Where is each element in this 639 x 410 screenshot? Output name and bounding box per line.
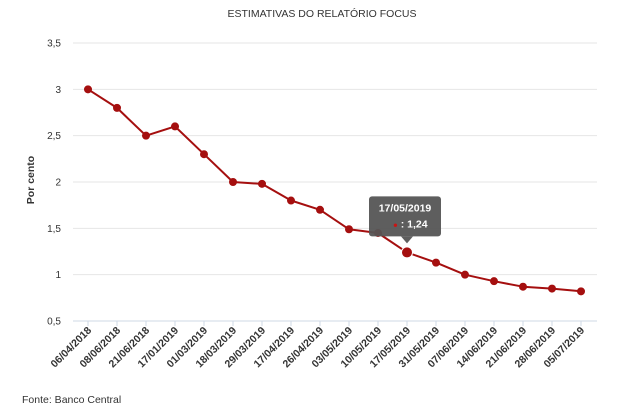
data-point[interactable] bbox=[287, 196, 295, 205]
data-point[interactable] bbox=[200, 150, 208, 159]
data-point[interactable] bbox=[316, 205, 324, 214]
y-tick-labels: 0,5 1 1,5 2 2,5 3 3,5 bbox=[47, 39, 61, 328]
y-tick-label: 3 bbox=[55, 85, 61, 96]
data-point[interactable] bbox=[401, 246, 413, 259]
tooltip-value: ● : 1,24 bbox=[393, 218, 428, 230]
y-tick-label: 2 bbox=[55, 178, 61, 189]
series-line bbox=[87, 88, 582, 293]
data-point[interactable] bbox=[548, 284, 556, 293]
tooltip-arrow bbox=[401, 236, 413, 244]
data-point[interactable] bbox=[432, 258, 440, 267]
tooltip: 17/05/2019 ● : 1,24 bbox=[369, 196, 441, 244]
chart-title: ESTIMATIVAS DO RELATÓRIO FOCUS bbox=[227, 7, 416, 20]
data-point[interactable] bbox=[171, 122, 179, 131]
y-tick-label: 1,5 bbox=[47, 224, 61, 235]
data-point[interactable] bbox=[84, 85, 92, 94]
data-point[interactable] bbox=[577, 287, 585, 296]
y-tick-label: 0,5 bbox=[47, 317, 61, 328]
data-point[interactable] bbox=[519, 282, 527, 291]
tooltip-box bbox=[369, 196, 441, 237]
source-footer: Fonte: Banco Central bbox=[22, 394, 122, 406]
data-point[interactable] bbox=[142, 131, 150, 140]
y-axis-label: Por cento bbox=[25, 156, 37, 204]
data-point[interactable] bbox=[345, 225, 353, 234]
data-point[interactable] bbox=[461, 270, 469, 279]
y-tick-label: 2,5 bbox=[47, 131, 61, 142]
data-point[interactable] bbox=[258, 179, 266, 188]
y-tick-label: 3,5 bbox=[47, 39, 61, 50]
series-layer bbox=[84, 85, 585, 296]
grid-lines bbox=[73, 42, 597, 326]
y-tick-label: 1 bbox=[55, 270, 61, 281]
data-point[interactable] bbox=[490, 277, 498, 286]
tooltip-date: 17/05/2019 bbox=[379, 202, 432, 214]
x-tick-labels: 06/04/201808/06/201821/06/201817/01/2019… bbox=[48, 325, 587, 371]
data-point[interactable] bbox=[113, 103, 121, 112]
data-point[interactable] bbox=[229, 178, 237, 186]
